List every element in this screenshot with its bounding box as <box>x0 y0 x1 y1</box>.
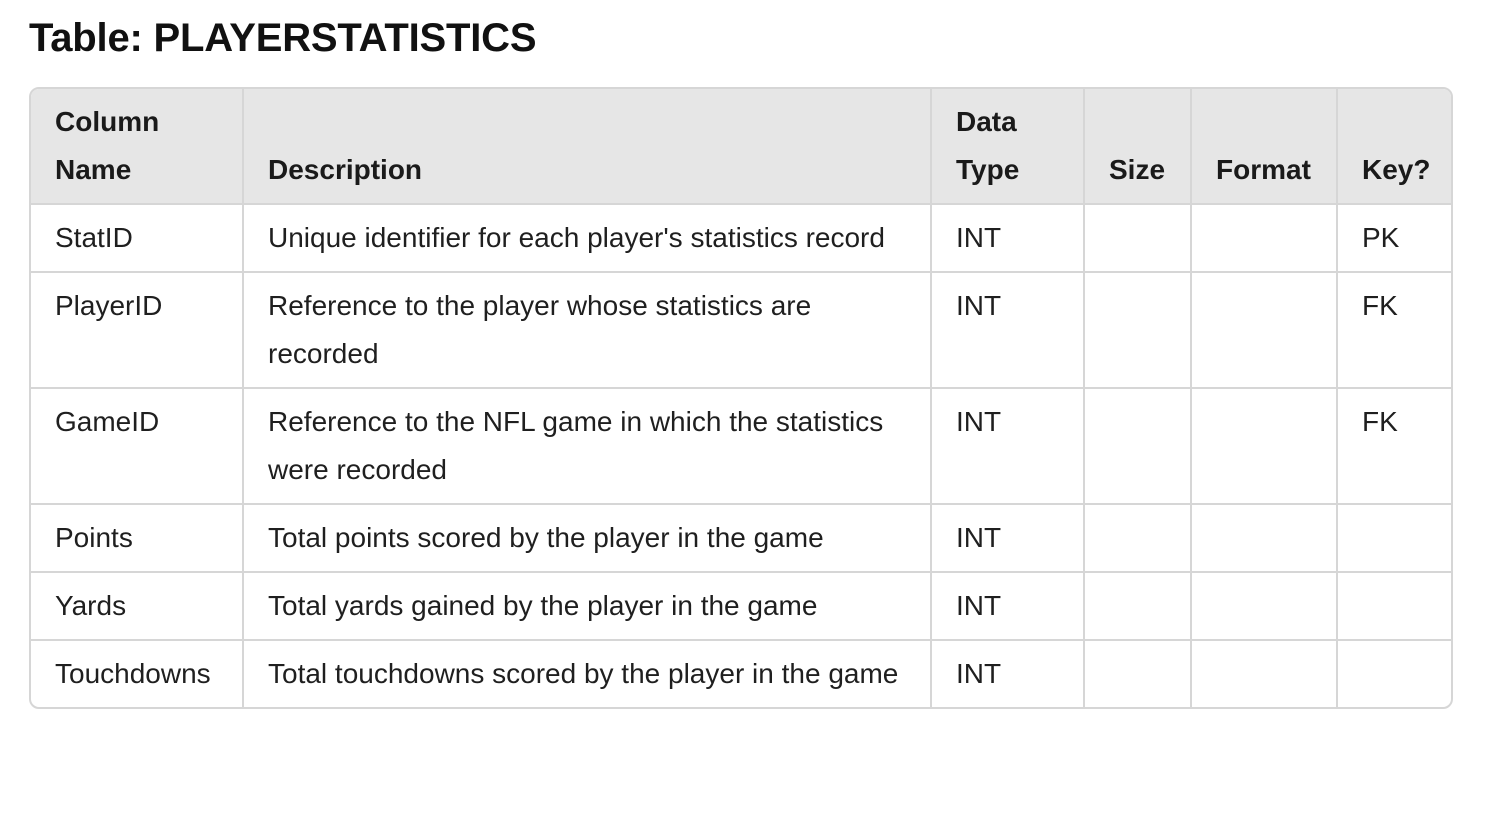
cell-key <box>1337 504 1451 573</box>
header-description: Description <box>243 89 932 205</box>
cell-description: Reference to the player whose statistics… <box>243 272 932 389</box>
cell-column-name: GameID <box>31 388 244 505</box>
cell-column-name: StatID <box>31 204 244 273</box>
cell-format <box>1191 388 1338 505</box>
header-column-name: Column Name <box>31 89 244 205</box>
table-body: StatID Unique identifier for each player… <box>31 204 1451 707</box>
table-row: Touchdowns Total touchdowns scored by th… <box>31 640 1451 707</box>
cell-format <box>1191 640 1338 707</box>
cell-column-name: PlayerID <box>31 272 244 389</box>
header-key: Key? <box>1337 89 1451 205</box>
table-row: GameID Reference to the NFL game in whic… <box>31 388 1451 505</box>
table-header: Column Name Description Data Type Size F… <box>31 89 1451 205</box>
cell-column-name: Yards <box>31 572 244 641</box>
cell-key: FK <box>1337 272 1451 389</box>
cell-size <box>1084 204 1192 273</box>
cell-size <box>1084 640 1192 707</box>
cell-key <box>1337 640 1451 707</box>
table-row: Yards Total yards gained by the player i… <box>31 572 1451 641</box>
cell-data-type: INT <box>931 388 1085 505</box>
table-row: StatID Unique identifier for each player… <box>31 204 1451 273</box>
cell-data-type: INT <box>931 572 1085 641</box>
cell-format <box>1191 504 1338 573</box>
cell-data-type: INT <box>931 204 1085 273</box>
cell-description: Reference to the NFL game in which the s… <box>243 388 932 505</box>
cell-description: Unique identifier for each player's stat… <box>243 204 932 273</box>
cell-description: Total touchdowns scored by the player in… <box>243 640 932 707</box>
table-row: Points Total points scored by the player… <box>31 504 1451 573</box>
cell-description: Total points scored by the player in the… <box>243 504 932 573</box>
header-size: Size <box>1084 89 1192 205</box>
table-row: PlayerID Reference to the player whose s… <box>31 272 1451 389</box>
cell-column-name: Touchdowns <box>31 640 244 707</box>
cell-key: PK <box>1337 204 1451 273</box>
cell-format <box>1191 272 1338 389</box>
cell-size <box>1084 504 1192 573</box>
cell-data-type: INT <box>931 504 1085 573</box>
page-title: Table: PLAYERSTATISTICS <box>29 16 537 60</box>
header-row: Column Name Description Data Type Size F… <box>31 89 1451 205</box>
cell-format <box>1191 572 1338 641</box>
player-statistics-table: Column Name Description Data Type Size F… <box>29 87 1453 709</box>
cell-data-type: INT <box>931 272 1085 389</box>
data-dictionary-table: Column Name Description Data Type Size F… <box>31 89 1451 707</box>
header-data-type: Data Type <box>931 89 1085 205</box>
cell-key <box>1337 572 1451 641</box>
cell-size <box>1084 388 1192 505</box>
cell-key: FK <box>1337 388 1451 505</box>
cell-data-type: INT <box>931 640 1085 707</box>
cell-column-name: Points <box>31 504 244 573</box>
cell-size <box>1084 272 1192 389</box>
header-format: Format <box>1191 89 1338 205</box>
cell-size <box>1084 572 1192 641</box>
cell-format <box>1191 204 1338 273</box>
cell-description: Total yards gained by the player in the … <box>243 572 932 641</box>
